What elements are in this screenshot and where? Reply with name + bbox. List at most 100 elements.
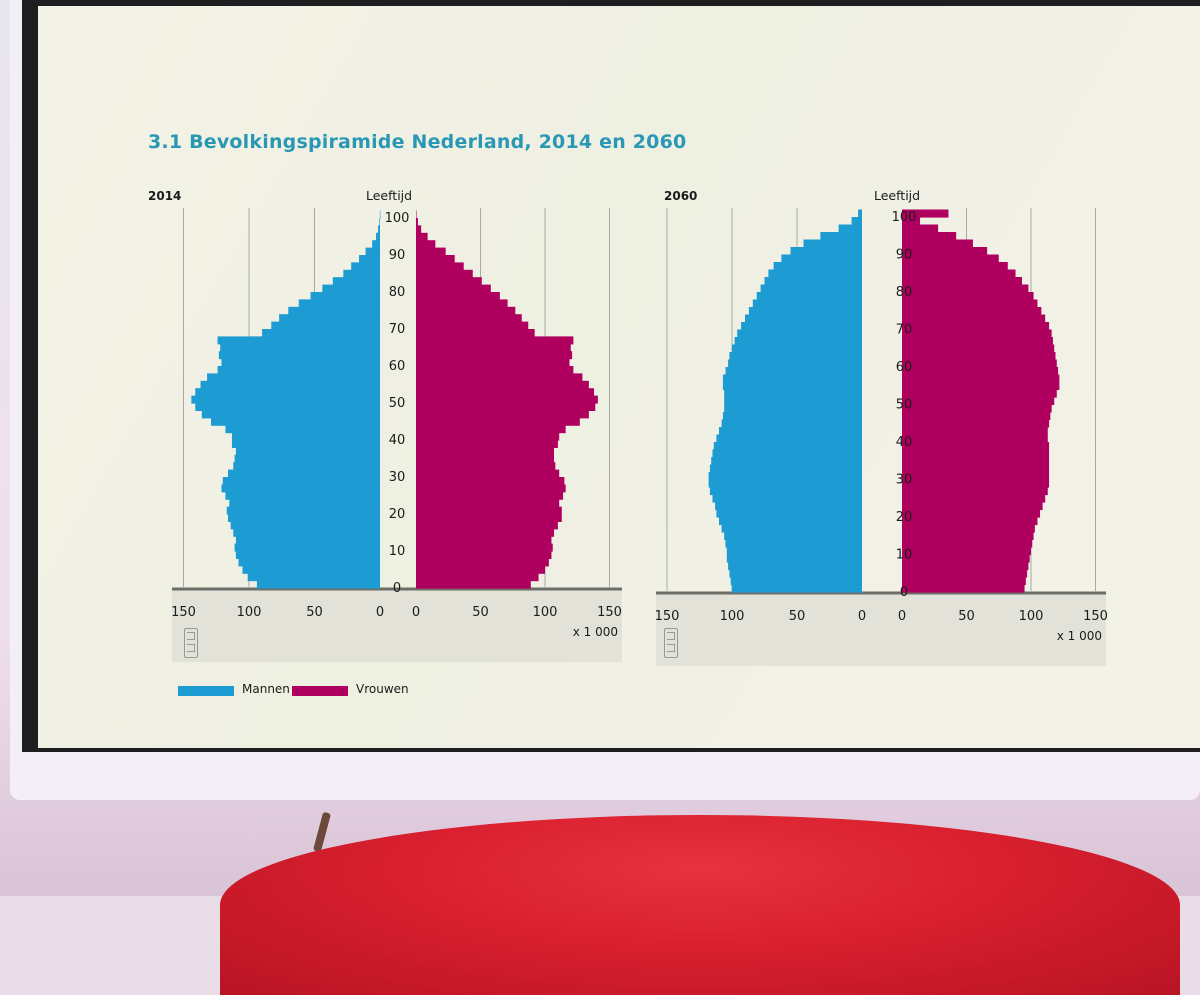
bar-mannen-2060-age-54 (722, 382, 862, 391)
bar-mannen-2060-age-52 (724, 389, 862, 398)
bar-vrouwen-2014-age-78 (416, 292, 500, 300)
bar-vrouwen-2014-age-52 (416, 388, 595, 397)
bar-mannen-2060-age-40 (716, 434, 862, 443)
age-tick-label: 70 (896, 323, 913, 338)
bar-vrouwen-2060-age-10 (902, 547, 1031, 556)
legend-label-mannen: Mannen (242, 682, 290, 696)
bar-mannen-2060-age-24 (712, 494, 862, 503)
bar-mannen-2060-age-96 (838, 224, 862, 233)
bar-vrouwen-2060-age-60 (902, 359, 1057, 368)
bar-vrouwen-2014-age-72 (416, 314, 522, 323)
bar-vrouwen-2060-age-52 (902, 389, 1057, 398)
bar-mannen-2060-age-4 (729, 569, 862, 578)
bar-vrouwen-2060-age-78 (902, 292, 1034, 301)
bar-vrouwen-2014-age-96 (416, 225, 422, 234)
age-tick-label: 30 (896, 473, 913, 488)
bar-mannen-2014-age-46 (201, 410, 380, 419)
bar-vrouwen-2014-age-58 (416, 366, 574, 374)
bar-vrouwen-2060-age-76 (902, 299, 1038, 308)
bar-mannen-2060-age-10 (726, 547, 862, 556)
bar-mannen-2060-age-66 (734, 337, 862, 346)
bar-mannen-2060-age-36 (712, 449, 862, 458)
bar-vrouwen-2060-age-22 (902, 502, 1043, 511)
bar-mannen-2014-age-40 (231, 432, 380, 441)
bar-vrouwen-2060-age-38 (902, 442, 1050, 451)
bar-vrouwen-2014-age-84 (416, 269, 473, 278)
bar-mannen-2060-age-68 (737, 329, 862, 338)
bar-vrouwen-2014-age-4 (416, 565, 545, 574)
age-tick-label: 20 (389, 507, 406, 522)
figure-title: 3.1 Bevolkingspiramide Nederland, 2014 e… (148, 131, 687, 153)
bar-vrouwen-2014-age-24 (416, 491, 564, 500)
bar-vrouwen-2014-age-68 (416, 329, 535, 337)
bar-mannen-2060-age-90 (790, 247, 862, 256)
age-tick-label: 30 (389, 470, 406, 485)
bar-mannen-2014-age-92 (372, 240, 380, 249)
axis-panel-2014 (172, 590, 622, 662)
bar-mannen-2060-age-64 (732, 344, 862, 353)
bar-vrouwen-2060-age-64 (902, 344, 1055, 353)
bar-mannen-2060-age-46 (722, 412, 862, 421)
legend-swatch-mannen (178, 686, 234, 696)
bar-vrouwen-2014-age-60 (416, 358, 570, 367)
bar-mannen-2060-age-78 (756, 292, 862, 301)
bar-vrouwen-2060-age-88 (902, 254, 999, 263)
bar-vrouwen-2014-age-22 (416, 499, 560, 508)
x-tick-label-women: 50 (958, 609, 975, 624)
bar-mannen-2060-age-84 (768, 269, 862, 278)
bar-mannen-2060-age-14 (724, 532, 862, 541)
bar-mannen-2060-age-32 (709, 464, 862, 473)
age-tick-label: 40 (389, 433, 406, 448)
x-tick-label-women: 150 (1083, 609, 1108, 624)
bar-mannen-2014-age-88 (359, 255, 380, 263)
bar-mannen-2060-age-38 (713, 442, 862, 451)
bar-vrouwen-2014-age-6 (416, 558, 549, 567)
bar-mannen-2060-age-62 (729, 352, 862, 361)
bar-vrouwen-2060-age-98 (902, 217, 921, 226)
bar-vrouwen-2060-age-80 (902, 284, 1029, 293)
bar-mannen-2014-age-94 (376, 232, 380, 241)
bar-vrouwen-2060-age-42 (902, 427, 1048, 436)
x-unit-label-2014: x 1 000 (573, 625, 618, 639)
bar-vrouwen-2060-age-86 (902, 262, 1008, 271)
age-tick-label: 90 (896, 248, 913, 263)
bar-mannen-2060-age-26 (709, 487, 862, 496)
bar-mannen-2060-age-12 (725, 539, 862, 548)
red-blanket (220, 815, 1180, 995)
bar-vrouwen-2014-age-0 (416, 580, 531, 589)
bar-mannen-2060-age-58 (725, 367, 862, 376)
bar-mannen-2014-age-80 (322, 284, 380, 293)
bar-mannen-2014-age-54 (200, 380, 380, 389)
bar-mannen-2060-age-92 (803, 239, 862, 248)
bar-vrouwen-2014-age-42 (416, 425, 566, 434)
bar-vrouwen-2060-age-74 (902, 307, 1042, 316)
bar-vrouwen-2060-age-72 (902, 314, 1046, 323)
bar-mannen-2060-age-18 (719, 517, 862, 526)
bar-mannen-2060-age-44 (721, 419, 862, 428)
x-tick-label-men: 0 (858, 609, 866, 624)
bar-mannen-2014-age-58 (217, 366, 380, 374)
axis-panel-2060 (656, 594, 1106, 666)
bar-mannen-2014-age-72 (279, 314, 380, 323)
bar-vrouwen-2014-age-14 (416, 528, 555, 537)
age-tick-label: 70 (389, 322, 406, 337)
bar-mannen-2014-age-32 (233, 462, 380, 471)
bar-mannen-2060-age-50 (724, 397, 862, 406)
bar-mannen-2014-age-70 (271, 321, 380, 330)
bar-vrouwen-2060-age-96 (902, 224, 939, 233)
bar-vrouwen-2014-age-28 (416, 477, 565, 485)
bar-mannen-2014-age-4 (242, 565, 380, 574)
year-label-2060: 2060 (664, 189, 698, 203)
bar-vrouwen-2014-age-54 (416, 380, 589, 389)
bar-mannen-2014-age-44 (211, 417, 380, 426)
bar-vrouwen-2014-age-64 (416, 343, 571, 352)
bar-mannen-2060-age-88 (781, 254, 862, 263)
age-tick-label: 100 (385, 211, 410, 226)
bar-vrouwen-2060-age-40 (902, 434, 1048, 443)
bar-vrouwen-2014-age-30 (416, 469, 560, 478)
legend-label-vrouwen: Vrouwen (356, 682, 409, 696)
bar-vrouwen-2060-age-58 (902, 367, 1059, 376)
bar-mannen-2014-age-8 (235, 551, 380, 559)
bar-mannen-2060-age-6 (728, 562, 862, 571)
